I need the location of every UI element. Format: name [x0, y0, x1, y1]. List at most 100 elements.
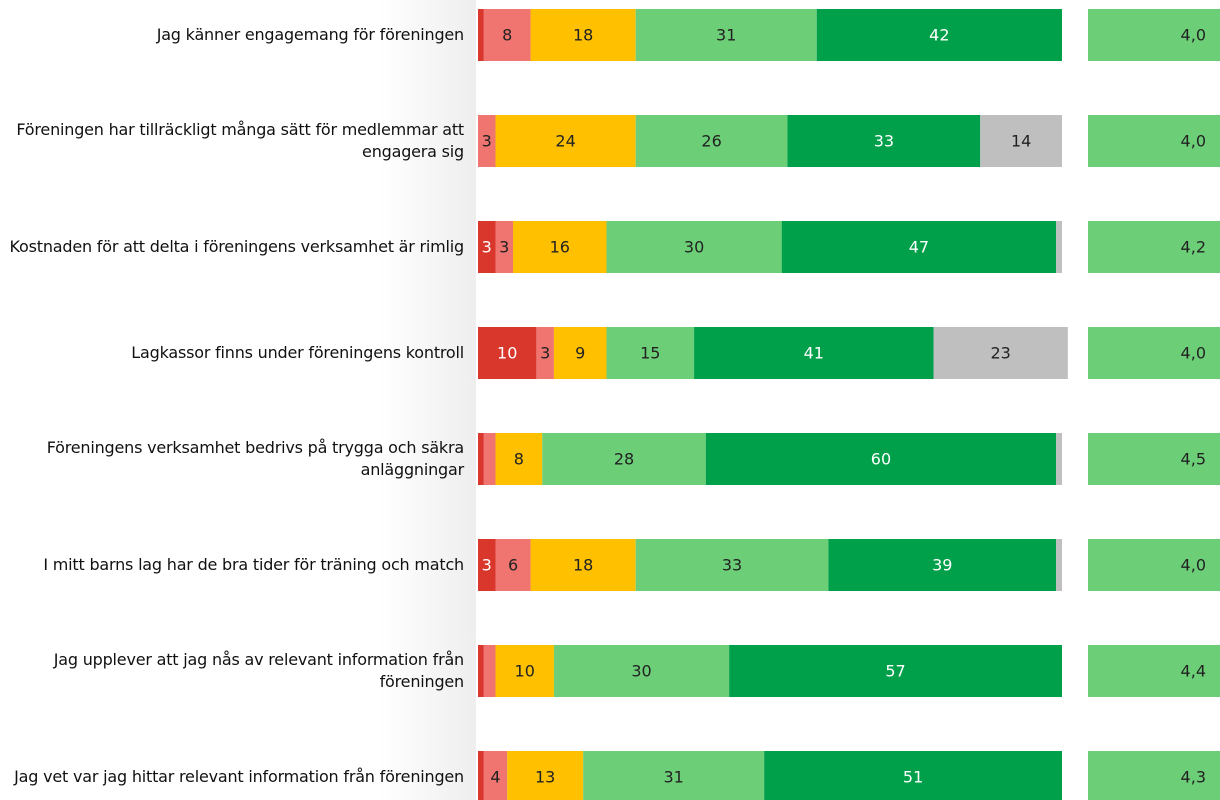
segment-label: 3 — [482, 556, 492, 575]
bar-segment — [513, 221, 607, 273]
bar-segment — [478, 433, 484, 485]
bar-segment — [507, 751, 584, 800]
segment-label: 41 — [804, 344, 824, 363]
bar-segment — [495, 433, 543, 485]
bar-segment — [536, 327, 554, 379]
bar-segment — [1056, 221, 1062, 273]
bar-segment — [542, 433, 706, 485]
bar-segment — [553, 645, 730, 697]
segment-label: 26 — [701, 132, 721, 151]
bar-segment — [933, 327, 1068, 379]
mean-label: 4,0 — [1181, 132, 1206, 151]
segment-label: 18 — [573, 556, 593, 575]
category-label: Föreningens verksamhet bedrivs på trygga… — [46, 438, 464, 479]
bar-segment — [495, 645, 554, 697]
segment-label: 16 — [550, 238, 570, 257]
category-label: Jag känner engagemang för föreningen — [156, 25, 465, 44]
segment-label: 10 — [497, 344, 517, 363]
mean-label: 4,3 — [1181, 768, 1206, 787]
segment-label: 15 — [640, 344, 660, 363]
segment-label: 8 — [502, 26, 512, 45]
category-label: Jag upplever att jag nås av relevant inf… — [53, 650, 464, 691]
bar-segment — [606, 221, 782, 273]
bar-segment — [764, 751, 1062, 800]
segment-label: 3 — [499, 238, 509, 257]
mean-box — [1088, 221, 1220, 273]
segment-label: 39 — [932, 556, 952, 575]
bar-segment — [478, 751, 484, 800]
segment-label: 6 — [508, 556, 518, 575]
bar-segment — [705, 433, 1057, 485]
segment-label: 30 — [684, 238, 704, 257]
segment-label: 33 — [722, 556, 742, 575]
segment-label: 23 — [991, 344, 1011, 363]
bar-segment — [483, 751, 508, 800]
mean-label: 4,2 — [1181, 238, 1206, 257]
segment-label: 14 — [1011, 132, 1031, 151]
bar-segment — [478, 115, 496, 167]
bar-segment — [816, 9, 1062, 61]
bar-segment — [495, 115, 636, 167]
segment-label: 9 — [575, 344, 585, 363]
category-label: Lagkassor finns under föreningens kontro… — [131, 343, 464, 362]
mean-box — [1088, 9, 1220, 61]
bar-segment — [729, 645, 1062, 697]
bar-segment — [787, 115, 981, 167]
segment-label: 4 — [490, 768, 500, 787]
bar-segment — [635, 539, 829, 591]
bar-segment — [781, 221, 1057, 273]
segment-label: 57 — [885, 662, 905, 681]
bar-segment — [828, 539, 1057, 591]
segment-label: 51 — [903, 768, 923, 787]
bar-segment — [694, 327, 934, 379]
bar-segment — [635, 9, 817, 61]
mean-box — [1088, 327, 1220, 379]
mean-box — [1088, 115, 1220, 167]
segment-label: 33 — [874, 132, 894, 151]
segment-label: 47 — [909, 238, 929, 257]
bar-segment — [1056, 433, 1062, 485]
bar-segment — [530, 9, 636, 61]
bar-segment — [1056, 539, 1062, 591]
category-label: I mitt barns lag har de bra tider för tr… — [43, 555, 464, 574]
mean-label: 4,5 — [1181, 450, 1206, 469]
bar-segment — [483, 9, 531, 61]
mean-box — [1088, 433, 1220, 485]
bar-segment — [478, 645, 484, 697]
segment-label: 24 — [555, 132, 575, 151]
segment-label: 31 — [716, 26, 736, 45]
segment-label: 60 — [871, 450, 891, 469]
mean-label: 4,4 — [1181, 662, 1206, 681]
bar-segment — [553, 327, 607, 379]
bar-segment — [495, 221, 514, 273]
mean-box — [1088, 751, 1220, 800]
bar-segment — [635, 115, 788, 167]
segment-label: 28 — [614, 450, 634, 469]
bar-segment — [483, 433, 496, 485]
mean-box — [1088, 539, 1220, 591]
mean-box — [1088, 645, 1220, 697]
mean-label: 4,0 — [1181, 26, 1206, 45]
segment-label: 3 — [482, 238, 492, 257]
bar-segment — [478, 9, 484, 61]
segment-label: 8 — [514, 450, 524, 469]
segment-label: 42 — [929, 26, 949, 45]
bar-segment — [980, 115, 1062, 167]
bar-segment — [495, 539, 531, 591]
segment-label: 13 — [535, 768, 555, 787]
segment-label: 30 — [631, 662, 651, 681]
bar-segment — [606, 327, 695, 379]
mean-label: 4,0 — [1181, 556, 1206, 575]
label-shade — [380, 0, 476, 800]
segment-label: 3 — [540, 344, 550, 363]
bar-segment — [583, 751, 765, 800]
bar-segment — [483, 645, 496, 697]
bar-segment — [478, 327, 537, 379]
category-label: Kostnaden för att delta i föreningens ve… — [9, 237, 465, 256]
mean-label: 4,0 — [1181, 344, 1206, 363]
bar-segment — [478, 539, 496, 591]
segment-label: 18 — [573, 26, 593, 45]
bar-segment — [530, 539, 636, 591]
